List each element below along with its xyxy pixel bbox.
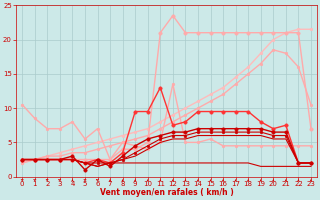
X-axis label: Vent moyen/en rafales ( km/h ): Vent moyen/en rafales ( km/h ) <box>100 188 234 197</box>
